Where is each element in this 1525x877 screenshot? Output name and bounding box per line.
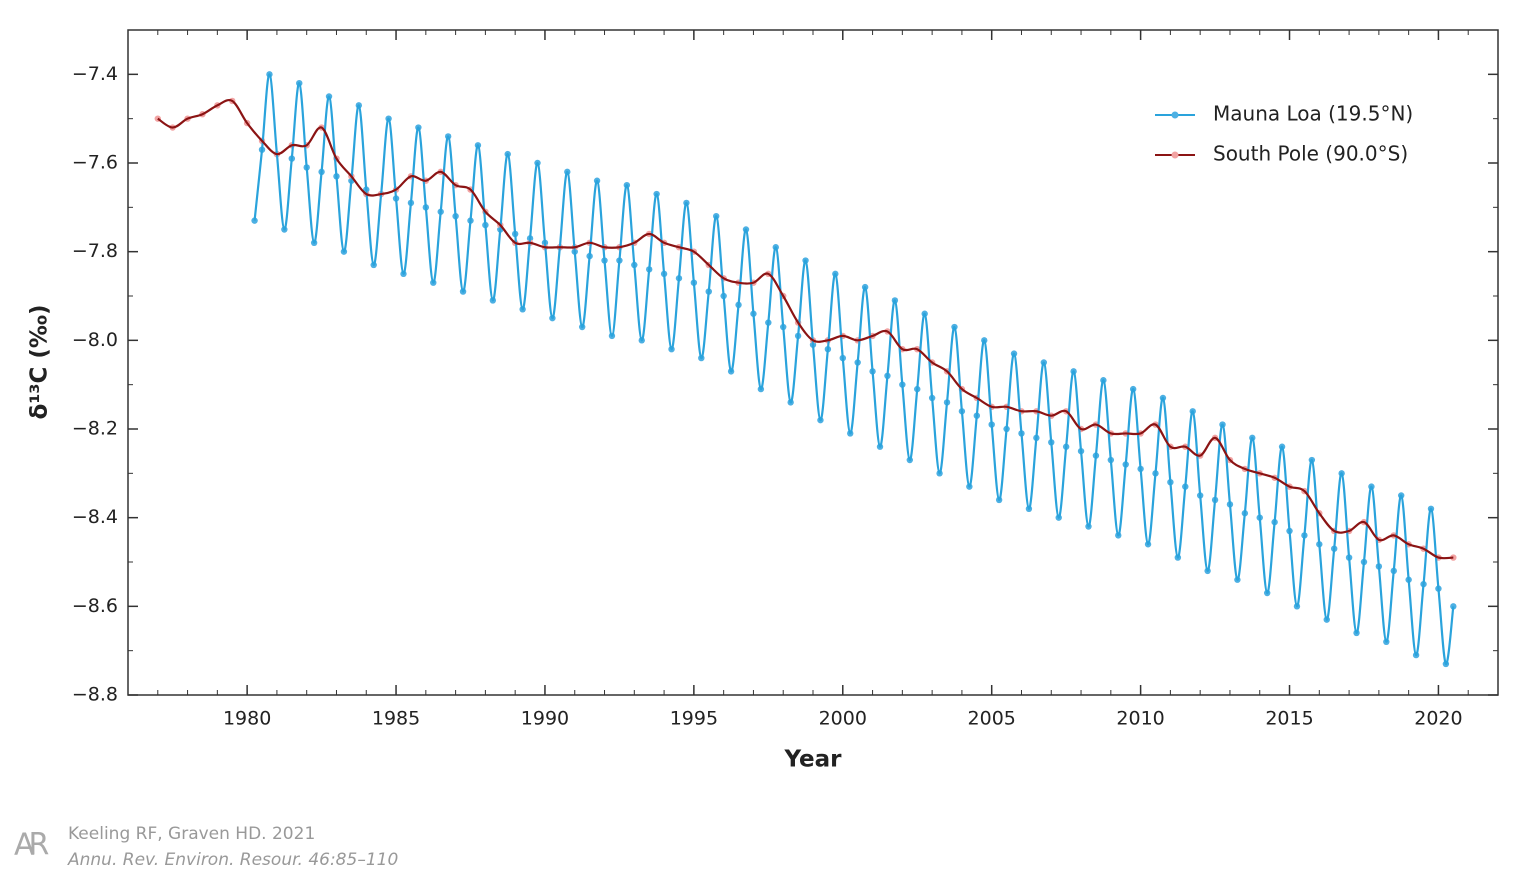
footer: AR Keeling RF, Graven HD. 2021 Annu. Rev…: [14, 824, 398, 870]
x-tick-label: 2015: [1265, 708, 1313, 730]
x-axis-label: Year: [783, 747, 842, 773]
x-tick-label: 1990: [521, 708, 569, 730]
logo: AR: [14, 828, 49, 863]
y-tick-label: −8.4: [72, 506, 118, 528]
y-tick-label: −8.6: [72, 595, 118, 617]
legend-label: Mauna Loa (19.5°N): [1213, 102, 1413, 126]
citation: Keeling RF, Graven HD. 2021: [68, 824, 315, 844]
legend-marker: [1171, 111, 1179, 119]
x-tick-label: 2020: [1414, 708, 1462, 730]
journal: Annu. Rev. Environ. Resour. 46:85–110: [67, 850, 398, 870]
y-tick-label: −7.6: [72, 152, 118, 174]
series-markers: [154, 97, 1457, 561]
x-tick-label: 1995: [670, 708, 718, 730]
legend-label: South Pole (90.0°S): [1213, 142, 1408, 166]
y-tick-label: −8.8: [72, 684, 118, 706]
y-tick-label: −8.0: [72, 329, 118, 351]
x-tick-label: 2000: [819, 708, 867, 730]
legend: Mauna Loa (19.5°N) South Pole (90.0°S): [1155, 102, 1413, 166]
y-tick-label: −8.2: [72, 418, 118, 440]
y-tick-label: −7.8: [72, 240, 118, 262]
y-axis-label: δ¹³C (‰): [27, 305, 53, 420]
y-tick-label: −7.4: [72, 63, 118, 85]
data-point: [1450, 603, 1457, 610]
series-line: [157, 98, 1454, 560]
x-tick-label: 1980: [223, 708, 271, 730]
x-tick-label: 2005: [968, 708, 1016, 730]
legend-marker: [1171, 151, 1179, 159]
x-tick-label: 2010: [1116, 708, 1164, 730]
series-line: [253, 73, 1455, 666]
data-point: [1450, 554, 1457, 561]
x-tick-label: 1985: [372, 708, 420, 730]
